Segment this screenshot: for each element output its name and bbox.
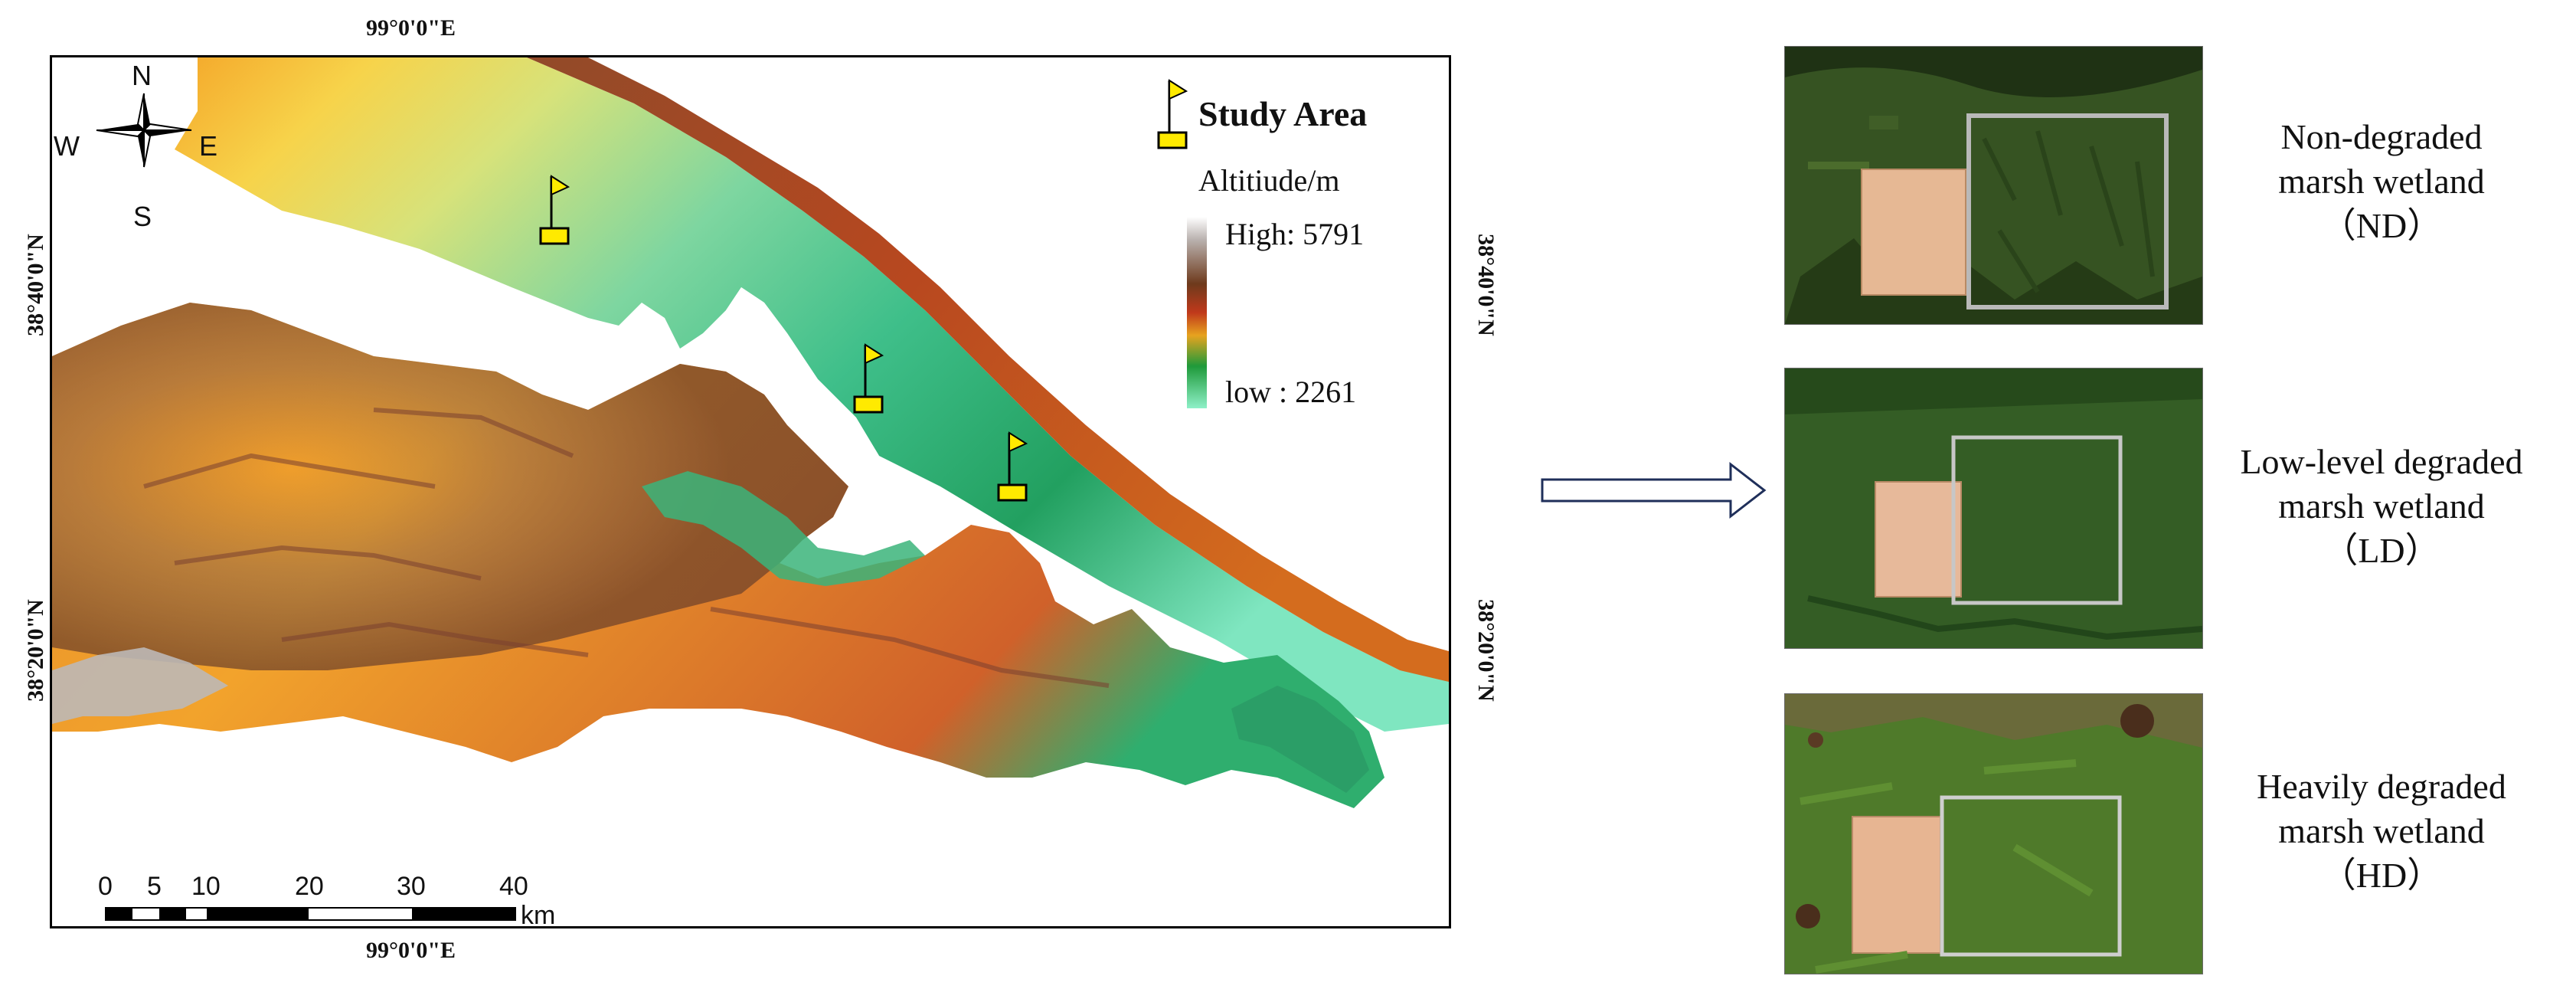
photo-heavily-degraded — [1784, 693, 2203, 974]
right-latitude-bottom-label: 38°20'0"N — [1473, 599, 1499, 702]
scale-tick-5: 5 — [147, 872, 162, 901]
legend-flag-icon — [1157, 79, 1188, 149]
northern-ridge-terrain — [481, 57, 1449, 682]
scale-tick-40: 40 — [499, 872, 528, 901]
photo-non-degraded — [1784, 46, 2203, 325]
panel-label-line1: Heavily degraded — [2257, 767, 2506, 806]
panel-label-hd: Heavily degraded marsh wetland （HD） — [2182, 765, 2576, 898]
scale-unit-label: km — [521, 901, 556, 930]
compass-rose-icon — [96, 93, 192, 168]
study-site-flag-icon — [539, 175, 570, 245]
left-latitude-bottom-label: 38°20'0"N — [23, 599, 48, 702]
panel-label-code: （HD） — [2320, 856, 2443, 895]
left-latitude-top-label: 38°40'0"N — [23, 234, 48, 336]
panel-label-ld: Low-level degraded marsh wetland （LD） — [2182, 440, 2576, 573]
legend-high-label: High: 5791 — [1225, 217, 1365, 251]
panel-label-line2: marsh wetland — [2278, 811, 2485, 850]
map-frame — [50, 55, 1451, 928]
southern-range-shading — [52, 303, 848, 670]
legend-low-label: low : 2261 — [1225, 375, 1357, 409]
compass-east-label: E — [199, 130, 218, 162]
study-site-flag-icon — [853, 343, 884, 414]
scale-tick-10: 10 — [191, 872, 221, 901]
high-peaks-grey — [52, 647, 228, 724]
panel-label-line1: Low-level degraded — [2240, 442, 2523, 481]
panel-label-code: （LD） — [2323, 531, 2440, 570]
right-latitude-top-label: 38°40'0"N — [1473, 234, 1499, 336]
southern-east-valley — [1231, 686, 1369, 793]
panel-label-code: （ND） — [2320, 206, 2443, 245]
bottom-longitude-label: 99°0'0"E — [366, 938, 456, 963]
top-longitude-label: 99°0'0"E — [366, 15, 456, 41]
scale-bar — [105, 907, 516, 921]
panel-label-nd: Non-degraded marsh wetland （ND） — [2182, 115, 2576, 248]
photo-low-level-degraded — [1784, 368, 2203, 649]
elevation-legend-bar — [1187, 217, 1207, 408]
northern-valley-terrain — [175, 57, 1449, 732]
panel-label-line2: marsh wetland — [2278, 162, 2485, 201]
panel-label-line2: marsh wetland — [2278, 486, 2485, 526]
compass-north-label: N — [132, 60, 152, 91]
southern-valley-green — [642, 471, 925, 586]
scale-tick-0: 0 — [98, 872, 113, 901]
ridge-texture — [143, 408, 1110, 688]
scale-tick-20: 20 — [295, 872, 324, 901]
scale-tick-30: 30 — [397, 872, 426, 901]
right-arrow-icon — [1541, 461, 1767, 519]
compass-south-label: S — [133, 201, 152, 232]
legend-study-area-label: Study Area — [1198, 94, 1368, 133]
panel-label-line1: Non-degraded — [2280, 117, 2483, 156]
elevation-map — [52, 57, 1449, 921]
legend-altitude-title: Altitiude/m — [1198, 163, 1340, 198]
compass-west-label: W — [54, 130, 80, 162]
lake-area — [726, 287, 879, 471]
study-site-flag-icon — [997, 431, 1028, 502]
